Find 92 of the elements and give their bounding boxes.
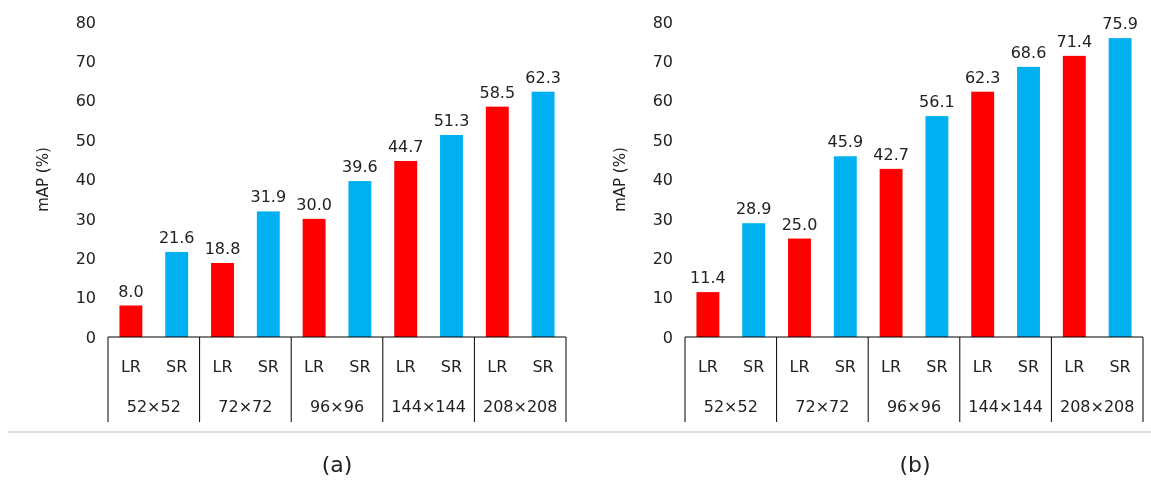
y-tick-label: 50: [652, 130, 673, 150]
x-tick-label: LR: [789, 357, 810, 376]
bar: [485, 106, 509, 337]
y-tick-label: 70: [652, 51, 673, 71]
y-tick-label: 60: [75, 91, 96, 111]
data-label: 56.1: [919, 92, 955, 112]
text: 72×72: [218, 397, 273, 416]
y-tick-label: 10: [75, 288, 96, 308]
data-label: 62.3: [525, 67, 561, 87]
x-tick-label: SR: [166, 357, 188, 376]
x-tick-label: SR: [532, 357, 554, 376]
bar: [211, 262, 234, 337]
y-tick-label: 0: [85, 327, 96, 347]
x-tick-label: SR: [743, 357, 765, 376]
text: 52×52: [703, 397, 758, 416]
text: 144×144: [968, 397, 1043, 416]
bar: [256, 211, 280, 337]
bar: [1017, 66, 1040, 337]
x-tick-label: LR: [881, 357, 902, 376]
y-tick-label: 60: [652, 91, 673, 111]
data-label: 21.6: [158, 227, 195, 247]
y-tick-label: 70: [75, 51, 96, 71]
data-label: 31.9: [250, 187, 287, 207]
x-tick-label: LR: [304, 357, 325, 376]
data-label: 42.7: [873, 144, 909, 164]
text: 72×72: [795, 397, 850, 416]
x-tick-label: LR: [395, 357, 416, 376]
data-label: 30.0: [296, 194, 332, 214]
bar: [788, 238, 811, 337]
x-tick-label: LR: [697, 357, 718, 376]
y-tick-label: 20: [75, 248, 96, 268]
bar: [879, 168, 903, 337]
data-label: 8.0: [118, 281, 144, 301]
x-tick-label: SR: [834, 357, 856, 376]
x-tick-label: LR: [1064, 357, 1085, 376]
text: (b): [899, 452, 931, 477]
x-tick-label: SR: [257, 357, 279, 376]
text: 52×52: [126, 397, 181, 416]
bar: [302, 218, 326, 337]
y-tick-label: 0: [662, 327, 673, 347]
x-tick-label: SR: [1109, 357, 1131, 376]
y-tick-label: 40: [75, 170, 96, 190]
y-axis-title: mAP (%): [611, 147, 629, 212]
bar: [165, 251, 189, 337]
bar: [742, 223, 766, 337]
y-tick-label: 40: [652, 170, 673, 190]
y-tick-label: 30: [75, 209, 96, 229]
bar: [696, 292, 720, 337]
x-tick-label: LR: [212, 357, 233, 376]
text: 96×96: [886, 397, 942, 416]
bar: [119, 305, 143, 337]
text: 208×208: [1059, 397, 1135, 416]
bar: [348, 181, 372, 337]
data-label: 18.8: [204, 238, 241, 258]
x-tick-label: SR: [349, 357, 371, 376]
data-label: 39.6: [342, 157, 378, 177]
text: (a): [321, 452, 353, 477]
y-tick-label: 20: [652, 248, 673, 268]
x-tick-label: LR: [972, 357, 993, 376]
bar: [394, 160, 418, 337]
data-label: 58.5: [479, 82, 516, 102]
text: 208×208: [482, 397, 558, 416]
y-tick-label: 80: [652, 12, 673, 32]
bar: [531, 91, 555, 337]
y-tick-label: 10: [652, 288, 673, 308]
x-tick-label: SR: [440, 357, 463, 376]
bar: [1062, 55, 1086, 337]
data-label: 71.4: [1056, 31, 1093, 51]
x-tick-label: LR: [487, 357, 508, 376]
text: 96×96: [309, 397, 365, 416]
bar: [833, 156, 857, 337]
y-tick-label: 80: [75, 12, 96, 32]
text: 144×144: [391, 397, 466, 416]
x-tick-label: LR: [120, 357, 141, 376]
data-label: 44.7: [387, 136, 424, 156]
data-label: 75.9: [1102, 14, 1138, 34]
bar: [440, 135, 463, 337]
y-axis-title: mAP (%): [34, 147, 52, 212]
x-tick-label: SR: [926, 357, 948, 376]
bar: [971, 91, 995, 337]
data-label: 28.9: [735, 199, 772, 219]
bar: [925, 116, 949, 337]
data-label: 62.3: [964, 67, 1001, 87]
y-tick-label: 50: [75, 130, 96, 150]
bar: [1108, 38, 1132, 337]
data-label: 51.3: [433, 111, 470, 131]
x-tick-label: SR: [1017, 357, 1040, 376]
data-label: 68.6: [1010, 42, 1047, 62]
data-label: 11.4: [690, 268, 726, 288]
data-label: 45.9: [827, 132, 864, 152]
data-label: 25.0: [781, 214, 818, 234]
y-tick-label: 30: [652, 209, 673, 229]
